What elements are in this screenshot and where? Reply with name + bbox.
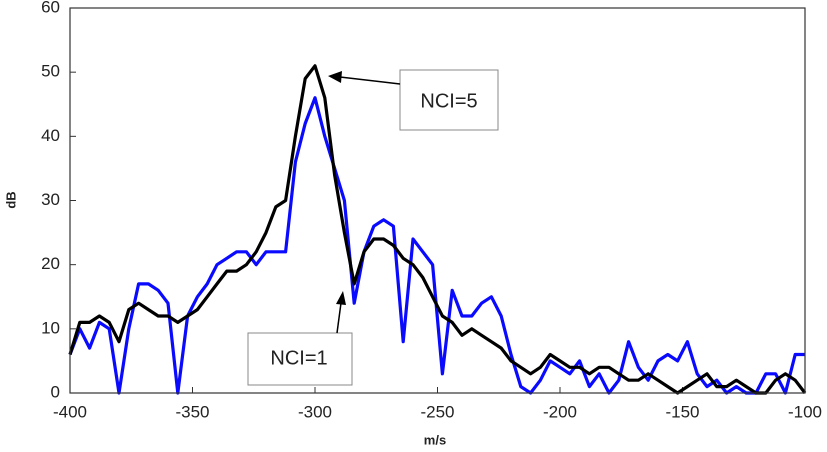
annotation-text: NCI=1: [270, 347, 327, 369]
y-tick-label: 30: [41, 190, 60, 209]
x-tick-label: -400: [53, 402, 87, 421]
line-series: [68, 96, 805, 395]
plot-frame: [69, 7, 806, 394]
annotation-nci1: NCI=1: [247, 291, 353, 386]
annotation-box: [399, 69, 499, 131]
annotation-text: NCI=5: [420, 90, 477, 112]
arrow: [336, 302, 342, 334]
y-tick-label: 40: [41, 126, 60, 145]
arrow: [339, 76, 401, 85]
x-tick-label: -350: [175, 402, 209, 421]
arrow-head: [328, 71, 342, 83]
y-tick-label: 60: [41, 0, 60, 16]
x-tick-label: -150: [665, 402, 699, 421]
arrow-head: [336, 291, 346, 305]
x-tick-label: -200: [543, 402, 577, 421]
annotation-box: [247, 332, 353, 386]
annotation-nci5: NCI=5: [328, 69, 499, 131]
y-tick-label: 50: [41, 62, 60, 81]
y-tick-label: 20: [41, 254, 60, 273]
x-axis-label: m/s: [424, 432, 446, 447]
y-axis-label: dB: [3, 191, 18, 208]
x-tick-label: -100: [788, 402, 822, 421]
plot-area: 0 10 20 30 40 50 60 -400 -350 -300 -250 -200 -150 -10…: [41, 0, 822, 421]
line-series: [68, 64, 807, 395]
y-tick-label: 10: [41, 318, 60, 337]
x-tick-label: -300: [298, 402, 332, 421]
y-tick-label: 0: [51, 382, 60, 401]
x-tick-label: -250: [420, 402, 454, 421]
